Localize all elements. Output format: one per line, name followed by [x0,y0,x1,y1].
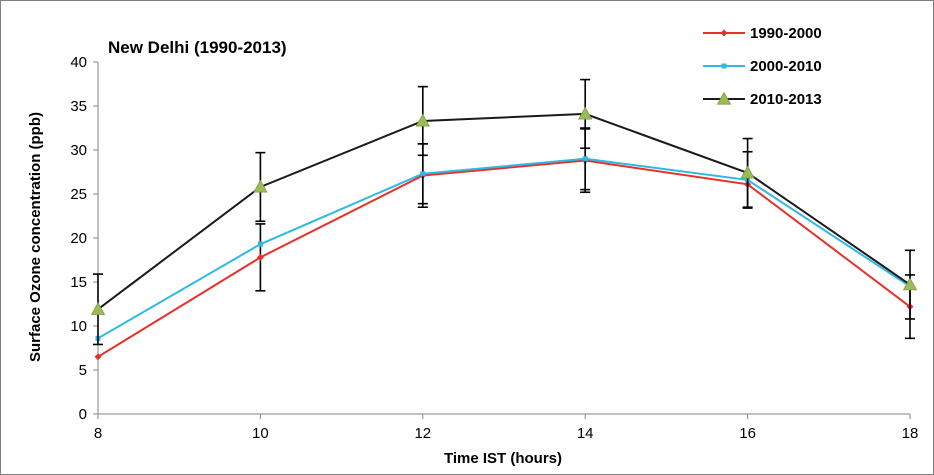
x-tick-label: 14 [577,425,594,442]
legend-marker [721,63,727,69]
series-line [97,112,911,311]
data-point [90,301,106,315]
x-tick-label: 18 [902,425,919,442]
y-tick-label: 5 [79,362,87,379]
legend-item: 2000-2010 [703,58,822,75]
chart-title: New Delhi (1990-2013) [108,38,287,57]
y-tick-label: 40 [70,54,87,71]
data-point [94,353,102,361]
legend-label: 2010-2013 [750,91,822,108]
x-tick-label: 16 [739,425,756,442]
y-axis-title: Surface Ozone concentration (ppb) [27,112,44,362]
y-tick-label: 25 [70,186,87,203]
y-tick-label: 20 [70,230,87,247]
data-point [253,179,268,193]
data-point [740,165,755,179]
y-tick-label: 10 [70,318,87,335]
legend-label: 1990-2000 [750,25,822,42]
data-point [420,171,426,177]
legend-label: 2000-2010 [750,58,822,75]
x-tick-label: 8 [94,425,102,442]
legend-marker [716,91,732,105]
x-axis-title: Time IST (hours) [444,450,562,467]
series-2010-2013 [90,78,918,346]
series-line [97,157,911,340]
data-point [578,106,593,120]
y-tick-label: 35 [70,98,87,115]
legend-marker [720,29,728,37]
series-line [97,159,911,358]
data-point [582,156,588,162]
legend-item: 2010-2013 [703,91,822,108]
legend: 1990-2000 2000-2010 2010-2013 [703,25,822,108]
y-tick-label: 0 [79,406,87,423]
data-point [257,241,263,247]
y-tick-label: 15 [70,274,87,291]
plot-area [90,78,918,361]
x-tick-label: 10 [252,425,269,442]
data-point [415,113,430,127]
data-point [256,253,264,261]
y-tick-label: 30 [70,142,87,159]
x-tick-label: 12 [414,425,431,442]
legend-item: 1990-2000 [703,25,822,42]
data-point [902,277,918,291]
